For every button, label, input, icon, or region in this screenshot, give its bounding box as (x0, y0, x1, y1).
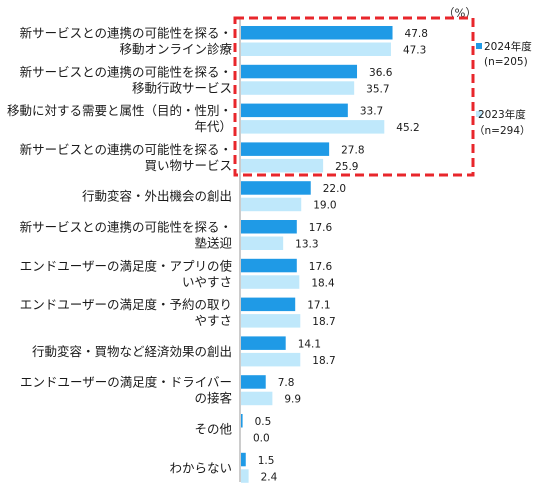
category-label-line: 年代） (194, 119, 232, 134)
bar-2023 (241, 158, 324, 173)
value-label: 36.6 (369, 67, 393, 79)
bar-2023 (241, 197, 302, 212)
category-labels: 新サービスとの連携の可能性を探る・移動オンライン診療新サービスとの連携の可能性を… (7, 26, 233, 476)
value-label: 45.2 (396, 122, 419, 134)
legend-swatch-2024 (476, 43, 482, 49)
category-label-line: 行動変容・買物など経済効果の創出 (32, 344, 232, 359)
category-label-line: やすさ (194, 313, 232, 328)
category-label-line: いやすさ (182, 274, 232, 289)
value-label: 19.0 (313, 200, 336, 212)
category-label-line: の接客 (194, 391, 232, 406)
bar-2024 (241, 103, 348, 118)
value-label: 17.6 (309, 222, 333, 234)
legend-n-2023: （n=294） (474, 125, 531, 137)
category-label-line: エンドユーザーの満足度・予約の取り (20, 297, 232, 312)
value-label: 27.8 (341, 144, 364, 156)
category-label-line: 移動オンライン診療 (119, 42, 232, 57)
bar-2023 (241, 42, 391, 56)
category-label: エンドユーザーの満足度・ドライバーの接客 (20, 375, 233, 406)
category-label-line: 新サービスとの連携の可能性を探る・ (20, 26, 232, 41)
legend: 2024年度 (n=205) 2023年度 （n=294） (474, 40, 532, 137)
category-label-line: 塾送迎 (194, 236, 232, 251)
value-labels: 47.8 47.3 36.6 35.7 33.7 45.2 27.8 25.9 22.0 19.0… (253, 28, 428, 483)
value-label: 18.7 (312, 355, 335, 367)
value-label: 13.3 (295, 239, 318, 251)
category-label: その他 (194, 422, 232, 437)
bar-2024 (241, 452, 246, 467)
category-label-line: 行動変容・外出機会の創出 (82, 189, 232, 204)
category-label-line: 新サービスとの連携の可能性を探る・ (20, 220, 232, 235)
value-label: 22.0 (323, 183, 346, 195)
bar-2024 (241, 181, 311, 195)
legend-label-2023: 2023年度 (478, 108, 526, 121)
category-label: わからない (169, 460, 232, 475)
category-label-line: 移動行政サービス (132, 80, 232, 95)
legend-swatch-2023 (476, 111, 482, 117)
bar-2024 (241, 414, 243, 428)
bar-2024 (241, 258, 297, 273)
legend-n-2024: (n=205) (484, 56, 528, 68)
value-label: 0.5 (255, 416, 272, 428)
value-label: 17.1 (307, 300, 330, 312)
category-label-line: 買い物サービス (144, 158, 232, 173)
bar-2023 (241, 352, 301, 367)
value-label: 47.8 (405, 28, 428, 40)
value-label: 47.3 (403, 45, 426, 57)
bar-2023 (241, 469, 249, 483)
bar-2024 (241, 142, 330, 156)
bar-2023 (241, 275, 300, 289)
bar-2023 (241, 391, 273, 406)
category-label: 移動に対する需要と属性（目的・性別・年代） (7, 103, 232, 134)
value-label: 2.4 (261, 471, 278, 483)
category-label: エンドユーザーの満足度・アプリの使いやすさ (20, 258, 233, 289)
bar-2023 (241, 120, 385, 134)
category-label: 新サービスとの連携の可能性を探る・移動オンライン診療 (20, 26, 233, 57)
bar-2024 (241, 220, 297, 234)
value-label: 35.7 (366, 83, 389, 95)
category-label: 新サービスとの連携の可能性を探る・塾送迎 (20, 220, 232, 251)
bar-2024 (241, 26, 393, 40)
value-label: 0.0 (253, 433, 270, 445)
category-label: 行動変容・買物など経済効果の創出 (32, 344, 232, 359)
category-label: 新サービスとの連携の可能性を探る・移動行政サービス (20, 64, 232, 95)
value-label: 7.8 (278, 377, 295, 389)
category-label: 行動変容・外出機会の創出 (82, 189, 232, 204)
category-label-line: 新サービスとの連携の可能性を探る・ (20, 142, 232, 157)
value-label: 14.1 (298, 338, 321, 350)
bar-2024 (241, 64, 358, 79)
category-label: 新サービスとの連携の可能性を探る・買い物サービス (20, 142, 232, 173)
category-label-line: エンドユーザーの満足度・ドライバー (20, 375, 232, 390)
category-label-line: 移動に対する需要と属性（目的・性別・ (7, 103, 232, 118)
category-label-line: わからない (169, 460, 232, 475)
value-label: 17.6 (309, 261, 333, 273)
bar-2023 (241, 236, 284, 250)
category-label-line: エンドユーザーの満足度・アプリの使 (20, 258, 233, 273)
value-label: 25.9 (335, 161, 358, 173)
bars (241, 26, 393, 483)
value-label: 9.9 (284, 394, 301, 406)
bar-2024 (241, 336, 286, 350)
highlight-box (233, 16, 475, 177)
value-label: 18.7 (312, 316, 335, 328)
category-label-line: 新サービスとの連携の可能性を探る・ (20, 64, 232, 79)
category-label-line: その他 (194, 422, 232, 437)
bar-2023 (241, 314, 301, 328)
bar-2024 (241, 375, 266, 389)
value-label: 18.4 (311, 277, 335, 289)
legend-label-2024: 2024年度 (484, 40, 532, 53)
bar-2024 (241, 297, 296, 312)
value-label: 33.7 (360, 106, 383, 118)
bar-2023 (241, 81, 355, 95)
category-label: エンドユーザーの満足度・予約の取りやすさ (20, 297, 232, 328)
value-label: 1.5 (258, 455, 275, 467)
